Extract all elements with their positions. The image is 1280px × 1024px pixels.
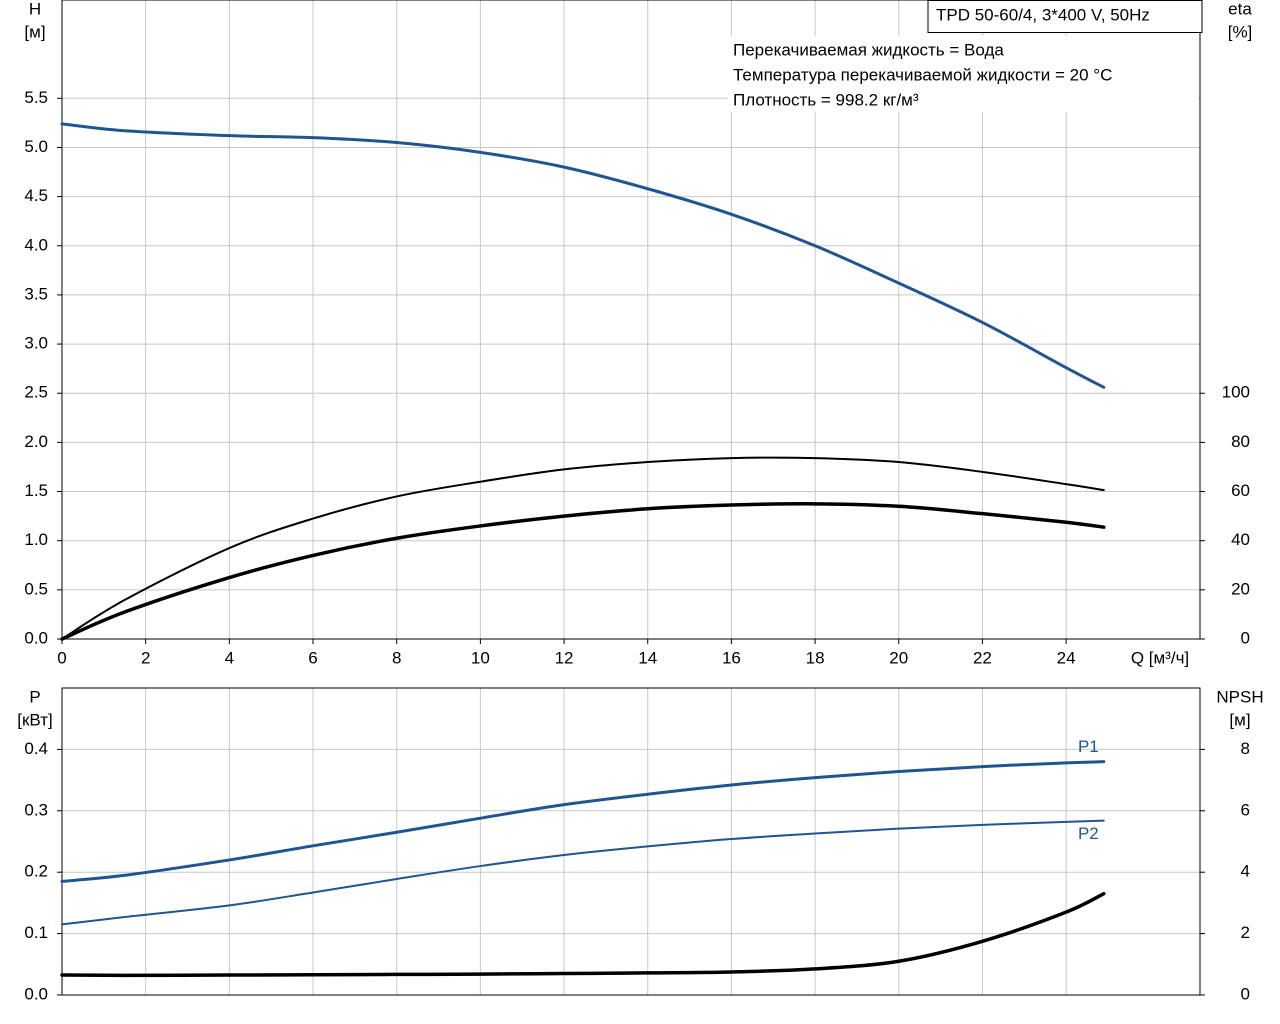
y2-tick-label: 8 (1241, 739, 1250, 758)
curve (60, 891, 1106, 978)
series-label: P1 (1078, 737, 1099, 756)
y-tick-label: 2.5 (24, 383, 48, 402)
series-label: P2 (1078, 824, 1099, 843)
annotation: Перекачиваемая жидкость = Вода (733, 40, 1004, 59)
y2-tick-label: 20 (1231, 579, 1250, 598)
annotation-background (728, 36, 1198, 112)
x-tick-label: 4 (225, 648, 234, 667)
curve (60, 760, 1106, 883)
y2-tick-label: 4 (1241, 862, 1250, 881)
curve (60, 122, 1106, 389)
x-tick-label: 6 (308, 648, 317, 667)
y-tick-label: 0.5 (24, 579, 48, 598)
y2-tick-label: 2 (1241, 923, 1250, 942)
y-tick-label: 5.0 (24, 137, 48, 156)
x-tick-label: 0 (57, 648, 66, 667)
y-tick-label: 0.4 (24, 739, 48, 758)
y-tick-label: 0.1 (24, 923, 48, 942)
x-tick-label: 18 (806, 648, 825, 667)
y2-axis-label: NPSH (1216, 687, 1263, 706)
x-tick-label: 22 (973, 648, 992, 667)
y-tick-label: 5.5 (24, 88, 48, 107)
y2-tick-label: 0 (1241, 984, 1250, 1003)
y2-tick-label: 0 (1241, 628, 1250, 647)
annotation: Плотность = 998.2 кг/м³ (733, 90, 919, 109)
x-axis-label: Q [м³/ч] (1131, 648, 1189, 667)
y-tick-label: 3.0 (24, 334, 48, 353)
plot-frame (61, 687, 1201, 996)
x-tick-label: 16 (722, 648, 741, 667)
info-text: TPD 50-60/4, 3*400 V, 50Hz (936, 5, 1150, 24)
y-tick-label: 1.5 (24, 481, 48, 500)
x-tick-label: 8 (392, 648, 401, 667)
curve (61, 456, 1105, 640)
y2-axis-label: eta (1228, 0, 1252, 18)
y2-tick-label: 100 (1222, 383, 1250, 402)
y-axis-label: P (29, 687, 40, 706)
y-tick-label: 0.0 (24, 984, 48, 1003)
y-axis-unit: [кВт] (17, 710, 52, 729)
y-tick-label: 4.5 (24, 186, 48, 205)
y2-tick-label: 80 (1231, 432, 1250, 451)
y2-axis-unit: [м] (1229, 710, 1250, 729)
y2-tick-label: 6 (1241, 800, 1250, 819)
x-tick-label: 24 (1057, 648, 1076, 667)
y-tick-label: 0.2 (24, 862, 48, 881)
y-axis-label: H (29, 0, 41, 18)
y2-axis-unit: [%] (1228, 22, 1253, 41)
y-tick-label: 1.0 (24, 530, 48, 549)
x-tick-label: 20 (889, 648, 908, 667)
y-tick-label: 4.0 (24, 235, 48, 254)
x-tick-label: 14 (638, 648, 657, 667)
x-tick-label: 2 (141, 648, 150, 667)
x-tick-label: 12 (555, 648, 574, 667)
annotation: Температура перекачиваемой жидкости = 20… (733, 65, 1112, 84)
y-axis-unit: [м] (24, 22, 45, 41)
info-box (927, 0, 1203, 33)
curve (60, 502, 1106, 641)
y-tick-label: 3.5 (24, 284, 48, 303)
y2-tick-label: 40 (1231, 530, 1250, 549)
plot-frame (61, 0, 1201, 640)
y-tick-label: 0.3 (24, 800, 48, 819)
y-tick-label: 0.0 (24, 628, 48, 647)
y-tick-label: 2.0 (24, 432, 48, 451)
curve (61, 819, 1105, 926)
x-tick-label: 10 (471, 648, 490, 667)
y2-tick-label: 60 (1231, 481, 1250, 500)
